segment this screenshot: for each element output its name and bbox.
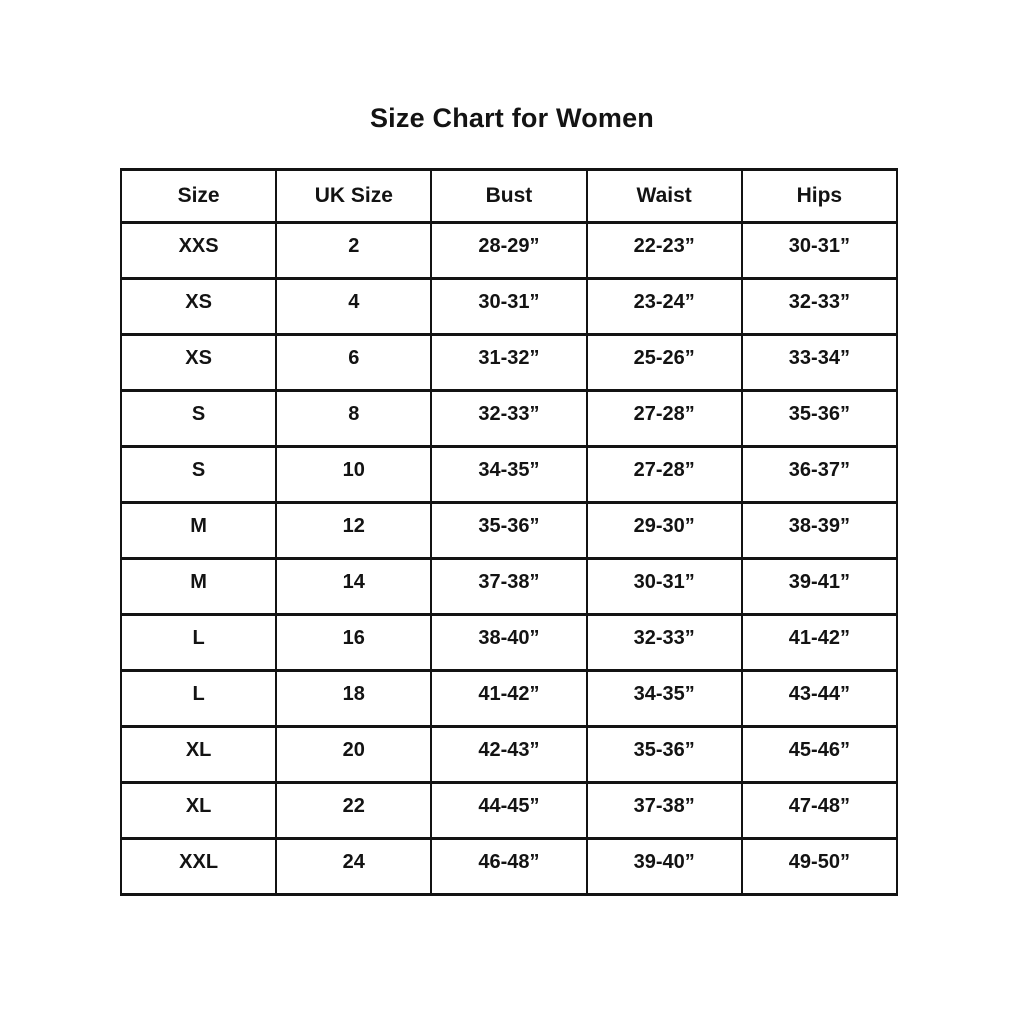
table-cell: 14 xyxy=(275,557,433,616)
header-cell: Waist xyxy=(585,168,743,224)
header-cell: Size xyxy=(119,168,278,224)
table-cell: 8 xyxy=(275,389,433,448)
table-cell: XL xyxy=(119,781,278,840)
table-cell: L xyxy=(119,669,278,728)
header-cell: Bust xyxy=(430,168,588,224)
table-cell: L xyxy=(119,613,278,672)
table-cell: 20 xyxy=(275,725,433,784)
table-cell: 16 xyxy=(275,613,433,672)
table-cell: 30-31” xyxy=(740,221,899,280)
table-row: XL 22 44-45” 37-38” 47-48” xyxy=(119,781,899,840)
table-row: XL 20 42-43” 35-36” 45-46” xyxy=(119,725,899,784)
table-cell: 49-50” xyxy=(740,837,899,896)
size-table: Size UK Size Bust Waist Hips XXS 2 28-29” 22-23… xyxy=(119,168,899,896)
table-row: XXL 24 46-48” 39-40” 49-50” xyxy=(119,837,899,896)
table-cell: XXL xyxy=(119,837,278,896)
table-cell: 30-31” xyxy=(585,557,743,616)
table-row: L 18 41-42” 34-35” 43-44” xyxy=(119,669,899,728)
table-cell: 32-33” xyxy=(430,389,588,448)
table-cell: 41-42” xyxy=(430,669,588,728)
table-cell: XL xyxy=(119,725,278,784)
table-cell: 28-29” xyxy=(430,221,588,280)
table-cell: 37-38” xyxy=(585,781,743,840)
table-cell: 44-45” xyxy=(430,781,588,840)
table-cell: 34-35” xyxy=(430,445,588,504)
header-row: Size UK Size Bust Waist Hips xyxy=(119,168,899,224)
table-cell: 27-28” xyxy=(585,445,743,504)
table-cell: 35-36” xyxy=(585,725,743,784)
table-cell: 45-46” xyxy=(740,725,899,784)
table-cell: XS xyxy=(119,277,278,336)
table-cell: 18 xyxy=(275,669,433,728)
table-cell: 34-35” xyxy=(585,669,743,728)
table-cell: 42-43” xyxy=(430,725,588,784)
table-row: M 14 37-38” 30-31” 39-41” xyxy=(119,557,899,616)
table-cell: 4 xyxy=(275,277,433,336)
table-cell: 6 xyxy=(275,333,433,392)
table-cell: 35-36” xyxy=(430,501,588,560)
table-cell: 37-38” xyxy=(430,557,588,616)
table-cell: 39-40” xyxy=(585,837,743,896)
table-cell: XS xyxy=(119,333,278,392)
table-cell: 30-31” xyxy=(430,277,588,336)
table-cell: 27-28” xyxy=(585,389,743,448)
table-cell: 32-33” xyxy=(740,277,899,336)
table-cell: 38-39” xyxy=(740,501,899,560)
table-cell: 41-42” xyxy=(740,613,899,672)
table-cell: 31-32” xyxy=(430,333,588,392)
table-row: M 12 35-36” 29-30” 38-39” xyxy=(119,501,899,560)
table-cell: 35-36” xyxy=(740,389,899,448)
table-cell: 46-48” xyxy=(430,837,588,896)
table-cell: M xyxy=(119,501,278,560)
table-cell: 22-23” xyxy=(585,221,743,280)
table-cell: 47-48” xyxy=(740,781,899,840)
size-table-header: Size UK Size Bust Waist Hips xyxy=(119,168,899,224)
table-cell: 2 xyxy=(275,221,433,280)
table-cell: 38-40” xyxy=(430,613,588,672)
table-cell: 23-24” xyxy=(585,277,743,336)
table-cell: 22 xyxy=(275,781,433,840)
size-table-body: XXS 2 28-29” 22-23” 30-31” XS 4 30-31” 23-24” 32-… xyxy=(119,221,899,896)
table-row: XXS 2 28-29” 22-23” 30-31” xyxy=(119,221,899,280)
table-cell: XXS xyxy=(119,221,278,280)
table-row: S 10 34-35” 27-28” 36-37” xyxy=(119,445,899,504)
header-cell: UK Size xyxy=(275,168,433,224)
table-cell: M xyxy=(119,557,278,616)
header-cell: Hips xyxy=(740,168,899,224)
table-cell: 25-26” xyxy=(585,333,743,392)
table-row: L 16 38-40” 32-33” 41-42” xyxy=(119,613,899,672)
table-row: S 8 32-33” 27-28” 35-36” xyxy=(119,389,899,448)
table-cell: 32-33” xyxy=(585,613,743,672)
table-cell: 12 xyxy=(275,501,433,560)
table-cell: 24 xyxy=(275,837,433,896)
table-cell: 36-37” xyxy=(740,445,899,504)
table-cell: 29-30” xyxy=(585,501,743,560)
table-cell: S xyxy=(119,445,278,504)
table-cell: S xyxy=(119,389,278,448)
table-cell: 10 xyxy=(275,445,433,504)
table-cell: 43-44” xyxy=(740,669,899,728)
page-title: Size Chart for Women xyxy=(369,103,655,133)
table-row: XS 4 30-31” 23-24” 32-33” xyxy=(119,277,899,336)
table-cell: 39-41” xyxy=(740,557,899,616)
table-cell: 33-34” xyxy=(740,333,899,392)
table-row: XS 6 31-32” 25-26” 33-34” xyxy=(119,333,899,392)
